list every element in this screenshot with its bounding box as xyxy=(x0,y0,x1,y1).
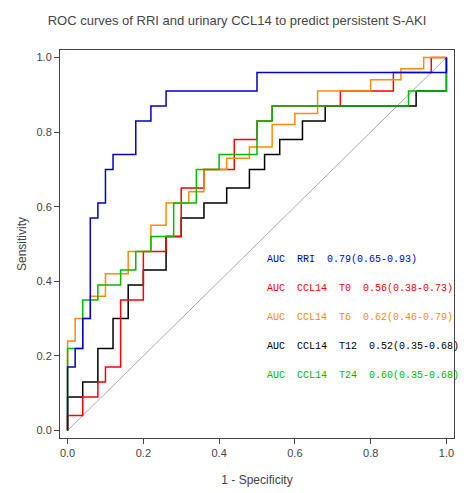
svg-text:0.0: 0.0 xyxy=(60,447,75,459)
svg-text:0.0: 0.0 xyxy=(37,424,52,436)
svg-text:0.8: 0.8 xyxy=(363,447,378,459)
svg-text:0.4: 0.4 xyxy=(211,447,226,459)
svg-text:0.6: 0.6 xyxy=(37,201,52,213)
svg-text:AUC CCL14 T24 0.60(0.35-0.6: AUC CCL14 T24 0.60(0.35-0.68) xyxy=(267,370,459,381)
svg-text:0.6: 0.6 xyxy=(287,447,302,459)
svg-text:AUC CCL14 T12 0.52(0.35-0.6: AUC CCL14 T12 0.52(0.35-0.68) xyxy=(267,341,459,352)
svg-text:0.4: 0.4 xyxy=(37,275,52,287)
svg-text:0.8: 0.8 xyxy=(37,126,52,138)
svg-text:AUC RRI 0.79(0.65-0.93): AUC RRI 0.79(0.65-0.93) xyxy=(267,254,417,265)
svg-text:0.2: 0.2 xyxy=(136,447,151,459)
svg-text:1 - Specificity: 1 - Specificity xyxy=(221,473,292,487)
svg-text:1.0: 1.0 xyxy=(37,51,52,63)
svg-text:Sensitivity: Sensitivity xyxy=(15,217,29,271)
svg-text:AUC CCL14 T0 0.56(0.38-0.73: AUC CCL14 T0 0.56(0.38-0.73) xyxy=(267,283,453,294)
svg-text:ROC curves of RRI and urinary: ROC curves of RRI and urinary CCL14 to p… xyxy=(48,13,427,28)
svg-text:1.0: 1.0 xyxy=(439,447,454,459)
svg-text:AUC CCL14 T6 0.62(0.46-0.79: AUC CCL14 T6 0.62(0.46-0.79) xyxy=(267,312,453,323)
svg-text:0.2: 0.2 xyxy=(37,350,52,362)
